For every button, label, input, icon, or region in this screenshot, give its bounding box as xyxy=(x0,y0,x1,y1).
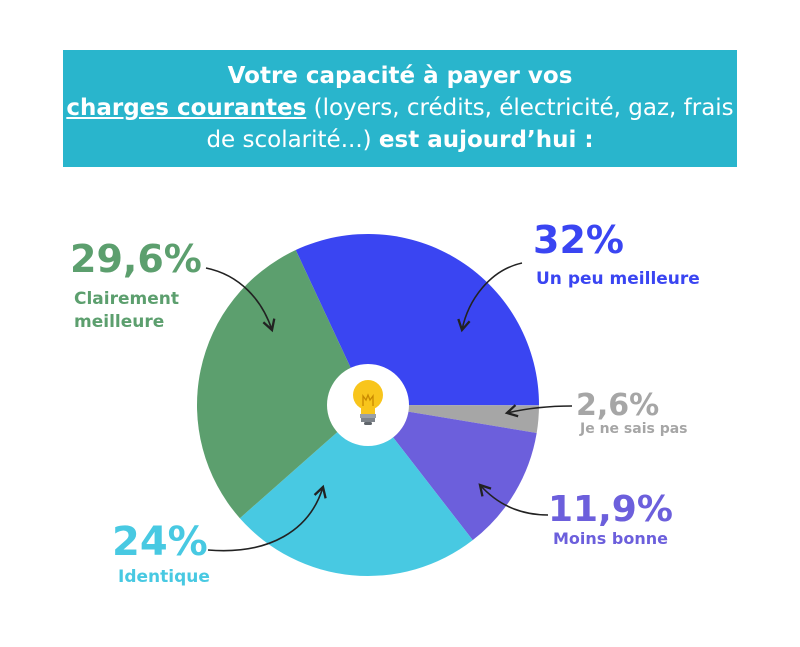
category-label: Un peu meilleure xyxy=(536,269,700,289)
title-box: Votre capacité à payer vos charges coura… xyxy=(63,50,737,167)
value-label: 2,6% xyxy=(576,388,660,423)
arrow xyxy=(205,267,276,333)
category-label: Je ne sais pas xyxy=(580,421,688,437)
slices xyxy=(197,233,539,577)
pie-slice xyxy=(368,405,539,434)
arrow xyxy=(478,483,549,516)
category-label: Clairement meilleure xyxy=(74,289,179,332)
value-label: 32% xyxy=(533,218,624,262)
value-label: 29,6% xyxy=(70,237,202,281)
arrow xyxy=(504,404,573,418)
value-label: 11,9% xyxy=(548,489,673,530)
arrow xyxy=(207,484,327,552)
value-label: 24% xyxy=(112,519,208,565)
pie-slice xyxy=(239,405,473,577)
title-part: Votre capacité à payer vos xyxy=(227,63,573,89)
title-part: charges courantes xyxy=(66,95,307,121)
title-part: (loyers, crédits, électricité, gaz, frai… xyxy=(206,95,734,153)
category-label: Moins bonne xyxy=(553,529,668,548)
pie-slice xyxy=(197,250,368,519)
category-label: Identique xyxy=(118,567,210,587)
lightbulb-icon xyxy=(353,380,383,425)
pie-slice xyxy=(295,233,539,406)
arrows xyxy=(205,262,573,552)
pie-slice xyxy=(368,405,537,541)
arrow xyxy=(457,262,523,333)
title-part: est aujourd’hui : xyxy=(378,127,594,153)
